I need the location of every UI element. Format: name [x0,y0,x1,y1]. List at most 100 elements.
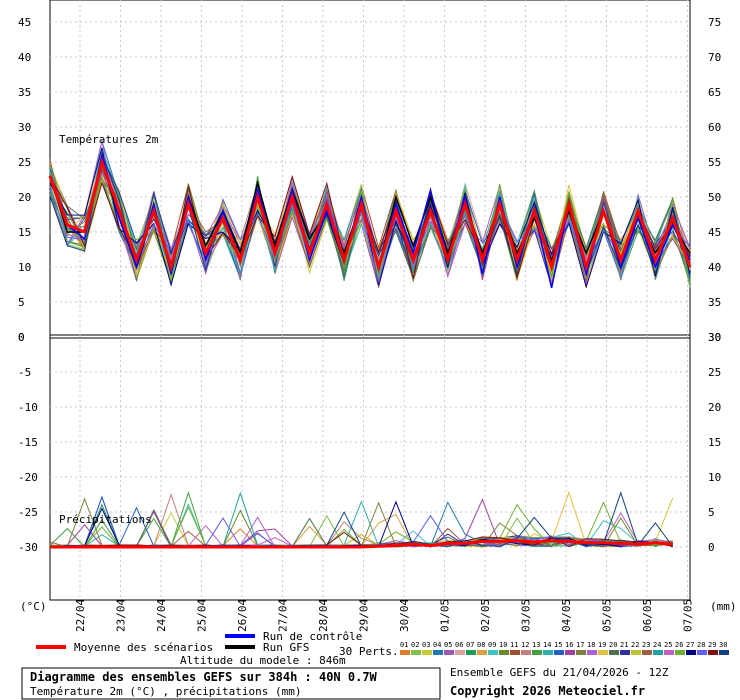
temp-right-tick: 70 [708,51,721,64]
mean-legend-label: Moyenne des scénarios [74,641,213,654]
pert-swatch [455,650,465,655]
temp-left-zero-tick: 0 [18,331,25,344]
date-label: 06/05 [641,599,654,632]
temp-left-tick: 45 [18,16,31,29]
temp-left-tick: 20 [18,191,31,204]
pert-swatch [697,650,707,655]
perts-label: 30 Perts. [339,645,399,658]
pert-number: 03 [422,641,430,649]
pert-swatch [653,650,663,655]
pert-swatch [422,650,432,655]
precip-left-tick: -20 [18,471,38,484]
pert-swatch [642,650,652,655]
temp-right-tick: 45 [708,226,721,239]
pert-swatch [466,650,476,655]
temperature-panel-title: Températures 2m [59,133,159,146]
date-label: 04/05 [560,599,573,632]
temp-right-tick: 65 [708,86,721,99]
precip-left-tick: -25 [18,506,38,519]
perturbation-legend: 01 02 03 04 05 06 07 08 09 10 11 12 13 14 15 16 17 18 19 20… [400,641,729,655]
pert-number: 24 [653,641,661,649]
gfs-legend-label: Run GFS [263,641,309,654]
pert-swatch [620,650,630,655]
pert-number: 12 [521,641,529,649]
footer-subtitle: Température 2m (°C) , précipitations (mm… [30,685,302,698]
pert-number: 23 [642,641,650,649]
date-label: 26/04 [236,599,249,632]
pert-number: 09 [488,641,496,649]
date-label: 01/05 [439,599,452,632]
control-legend-label: Run de contrôle [263,630,362,643]
date-label: 29/04 [358,599,371,632]
precip-right-tick: 20 [708,401,721,414]
precip-right-tick: 10 [708,471,721,484]
temp-right-tick: 40 [708,261,721,274]
pert-swatch [543,650,553,655]
temp-left-tick: 5 [18,296,25,309]
pert-number: 30 [719,641,727,649]
pert-number: 20 [609,641,617,649]
pert-number: 18 [587,641,595,649]
pert-swatch [554,650,564,655]
temperature-series [48,139,692,289]
pert-number: 28 [697,641,705,649]
date-label: 30/04 [398,599,411,632]
date-label: 24/04 [155,599,168,632]
precip-left-tick: -10 [18,401,38,414]
temp-left-tick: 30 [18,121,31,134]
pert-swatch [609,650,619,655]
date-label: 03/05 [520,599,533,632]
pert-number: 29 [708,641,716,649]
pert-number: 04 [433,641,441,649]
temp-right-tick: 75 [708,16,721,29]
pert-swatch [686,650,696,655]
pert-number: 14 [543,641,551,649]
right-unit-label: (mm) [710,600,737,613]
pert-swatch [598,650,608,655]
precip-right-top-tick: 30 [708,331,721,344]
pert-number: 02 [411,641,419,649]
temp-mean-line [48,156,692,273]
temp-member-line [49,141,691,287]
pert-swatch [488,650,498,655]
pert-swatch [499,650,509,655]
precip-mean-line [50,539,673,549]
pert-number: 13 [532,641,540,649]
footer-title: Diagramme des ensembles GEFS sur 384h : … [30,670,378,684]
pert-swatch [719,650,729,655]
pert-swatch [400,650,410,655]
precip-left-tick: -15 [18,436,38,449]
date-label: 02/05 [479,599,492,632]
grid [50,0,690,600]
pert-swatch [521,650,531,655]
run-info: Ensemble GEFS du 21/04/2026 - 12Z [450,666,669,679]
footer-box [21,667,441,700]
pert-number: 06 [455,641,463,649]
pert-swatch [411,650,421,655]
date-label: 27/04 [277,599,290,632]
pert-swatch [631,650,641,655]
pert-number: 01 [400,641,408,649]
pert-swatch [565,650,575,655]
pert-swatch [532,650,542,655]
date-label: 23/04 [115,599,128,632]
date-label: 05/05 [601,599,614,632]
pert-number: 16 [565,641,573,649]
copyright: Copyright 2026 Meteociel.fr [450,684,645,698]
pert-number: 10 [499,641,507,649]
pert-number: 08 [477,641,485,649]
pert-swatch [587,650,597,655]
left-unit-label: (°C) [20,600,47,613]
precip-right-tick: 5 [708,506,715,519]
pert-swatch [433,650,443,655]
temp-left-tick: 40 [18,51,31,64]
temp-right-tick: 35 [708,296,721,309]
pert-number: 11 [510,641,518,649]
precipitation-panel-title: Précipitations [59,513,152,526]
pert-swatch [510,650,520,655]
pert-swatch [708,650,718,655]
